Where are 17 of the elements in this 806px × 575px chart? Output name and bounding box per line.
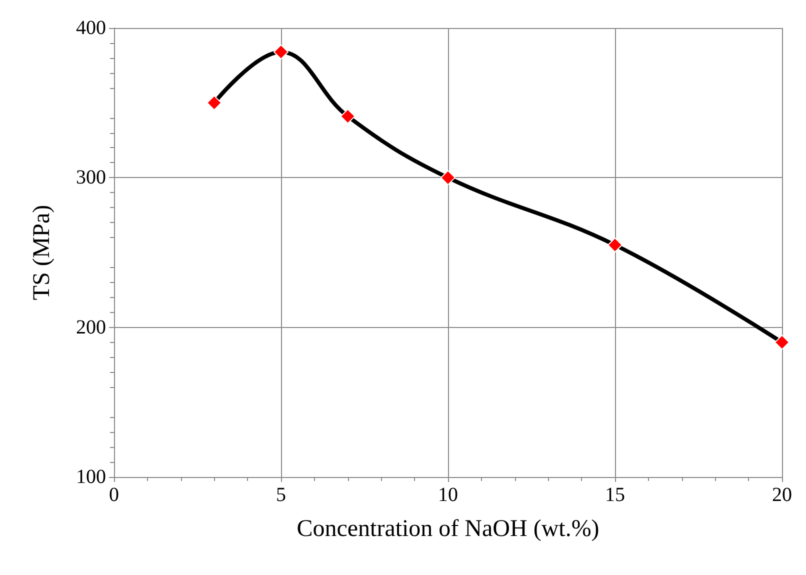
- x-tick-label: 10: [438, 484, 458, 506]
- y-axis-title: TS (MPa): [29, 204, 55, 300]
- point: [274, 44, 288, 60]
- point: [774, 334, 790, 350]
- x-tick-label: 5: [276, 484, 286, 506]
- y-tick-label: 200: [76, 316, 106, 338]
- point: [340, 108, 356, 124]
- x-axis-title: Concentration of NaOH (wt.%): [296, 516, 600, 542]
- y-tick-label: 300: [76, 166, 106, 189]
- y-tick-label: 100: [76, 466, 106, 488]
- point: [608, 238, 622, 253]
- point: [206, 95, 222, 110]
- x-tick-label: 15: [605, 484, 625, 506]
- y-tick-label: 400: [76, 17, 106, 39]
- x-tick-label: 0: [109, 484, 119, 506]
- x-tick-label: 20: [772, 484, 792, 506]
- point: [440, 170, 456, 186]
